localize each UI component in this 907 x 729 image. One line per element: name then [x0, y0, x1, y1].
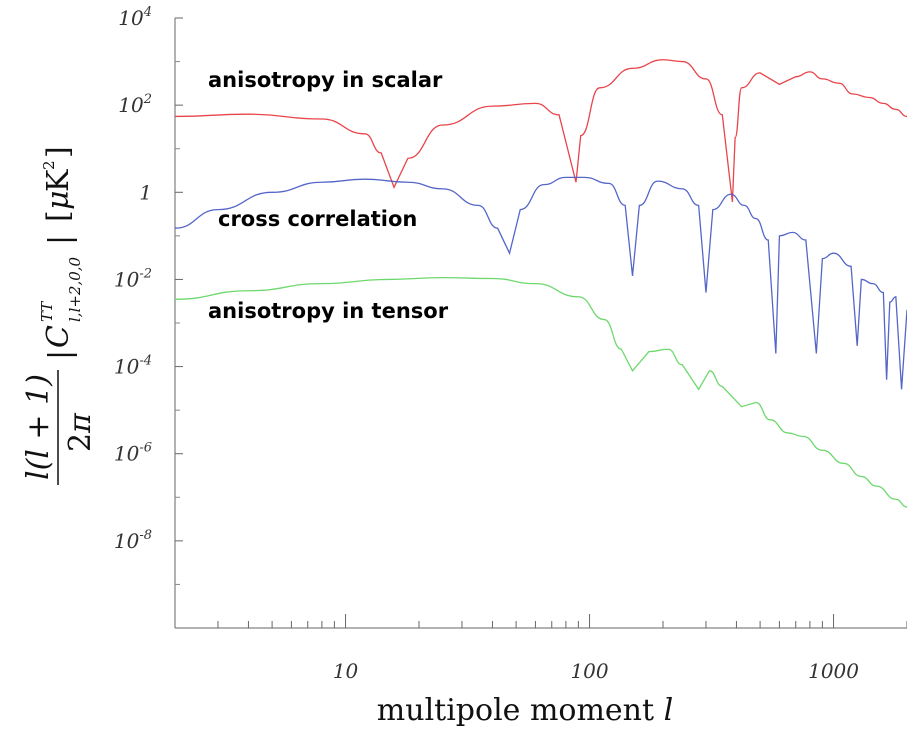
svg-text:l(l + 1): l(l + 1) [21, 374, 56, 480]
series-line-2 [174, 176, 907, 390]
y-tick-label: 102 [118, 92, 152, 117]
y-axis-label: l(l + 1) 2π | C TT l,l+2,0,0 | [ μ K 2 ] [21, 146, 98, 485]
svg-text:K: K [41, 169, 76, 192]
label-anisotropy-scalar: anisotropy in scalar [208, 68, 443, 92]
y-tick-label: 10-2 [114, 266, 152, 291]
svg-text:2: 2 [40, 160, 58, 170]
svg-text:l,l+2,0,0: l,l+2,0,0 [66, 256, 84, 322]
x-tick-label: 100 [570, 659, 608, 683]
svg-text:μ: μ [41, 191, 76, 211]
series-line-3 [174, 276, 907, 508]
x-tick-label: 1000 [808, 659, 859, 683]
series-line-1 [174, 59, 907, 203]
svg-text:C: C [41, 325, 76, 348]
y-tick-label: 1 [139, 180, 152, 204]
x-ticks: 10 100 1000 [174, 614, 907, 683]
svg-text:2π: 2π [63, 412, 98, 452]
series-lines [174, 59, 907, 508]
svg-text:TT: TT [38, 301, 56, 322]
svg-text:[: [ [41, 210, 76, 222]
y-ticks: 104 102 1 10-2 10-4 10-6 10-8 [114, 5, 183, 585]
svg-text:]: ] [41, 146, 76, 158]
x-tick-label: 10 [333, 659, 359, 683]
svg-text:|: | [43, 235, 78, 245]
y-tick-label: 10-6 [114, 441, 152, 466]
y-tick-label: 104 [118, 5, 152, 30]
label-anisotropy-tensor: anisotropy in tensor [208, 299, 449, 323]
x-axis-label: multipole moment l [377, 693, 673, 728]
label-cross-correlation: cross correlation [218, 207, 417, 231]
svg-text:|: | [43, 350, 78, 360]
y-tick-label: 10-4 [114, 354, 152, 379]
y-tick-label: 10-8 [114, 528, 152, 553]
